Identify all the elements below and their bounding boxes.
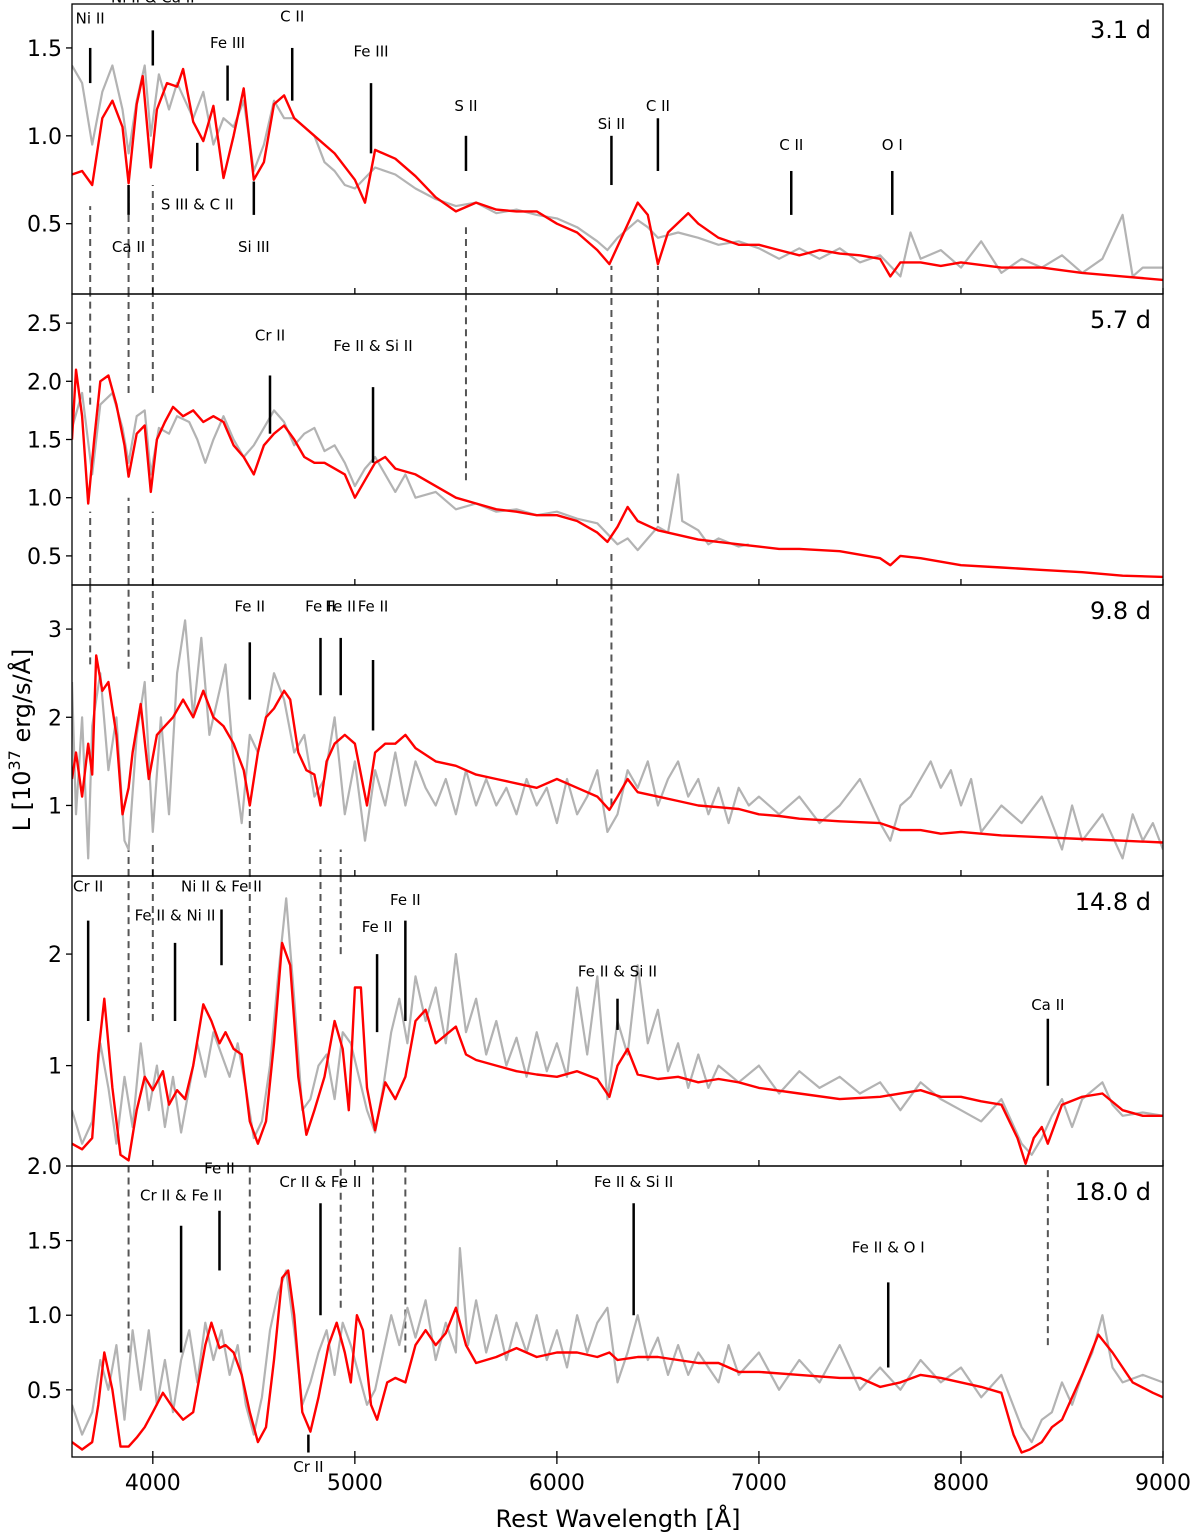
panel-5: Cr II & Fe II Fe II Cr II & Fe II Fe II & S… <box>27 1155 1164 1476</box>
x-tick-label: 5000 <box>327 1471 383 1496</box>
y-tick-label: 1.0 <box>27 487 62 512</box>
line-id-label: Fe II <box>234 597 265 615</box>
panel-frame <box>71 1165 1164 1458</box>
y-tick-label: 1 <box>48 1055 62 1080</box>
model-spectrum <box>72 654 1163 844</box>
y-axis-label-main: L [10 <box>8 770 36 831</box>
panel-1: Ni II Ni II & Ca II Fe III C II Fe III S II Si… <box>27 0 1164 295</box>
panel-plot-area <box>72 64 1163 294</box>
panel-2: Cr II Fe II & Si II 0.5 1.0 1.5 2.0 2.5 5.7 d <box>27 293 1164 586</box>
y-tick-label: 2.0 <box>27 1155 62 1180</box>
line-id-label: Ca II <box>1031 996 1064 1014</box>
line-id-label: Fe II <box>305 597 336 615</box>
line-id-label: Si II <box>598 115 625 133</box>
panel-plot-area <box>72 294 1163 585</box>
panel-epoch-label: 9.8 d <box>1090 597 1151 625</box>
x-tick-label: 9000 <box>1135 1471 1191 1496</box>
x-axis-label: Rest Wavelength [Å] <box>495 1504 740 1533</box>
line-id-label: Cr II <box>255 327 285 345</box>
line-id-label: Fe II & Si II <box>594 1173 673 1191</box>
y-axis-label: L [1037 erg/s/Å] <box>5 649 36 832</box>
observed-spectrum <box>72 1247 1163 1444</box>
panel-plot-area <box>72 1166 1163 1454</box>
line-id-label: Cr II <box>293 1458 323 1476</box>
line-id-label: O I <box>882 136 903 154</box>
y-tick-label: 1.5 <box>27 37 62 62</box>
line-id-label: C II <box>280 8 304 26</box>
line-id-label: Si III <box>238 238 270 256</box>
y-tick-label: 2 <box>48 706 62 731</box>
y-axis-label-units: erg/s/Å] <box>7 649 36 751</box>
model-spectrum <box>72 1269 1163 1454</box>
x-axis: 4000 5000 6000 7000 8000 9000 <box>125 1457 1191 1496</box>
y-tick-label: 1.5 <box>27 429 62 454</box>
x-tick-label: 6000 <box>529 1471 585 1496</box>
line-id-label: C II <box>779 136 803 154</box>
line-id-label: Fe II & O I <box>852 1239 925 1257</box>
line-id-label: Fe II <box>362 918 393 936</box>
line-id-label: Fe II <box>358 597 389 615</box>
line-id-label: Fe III <box>353 43 388 61</box>
x-tick-label: 8000 <box>933 1471 989 1496</box>
panel-frame <box>71 584 1164 877</box>
line-id-label: S III & C II <box>161 196 234 214</box>
y-tick-label: 3 <box>48 618 62 643</box>
line-id-label: Fe III <box>210 34 245 52</box>
line-id-label: S II <box>454 97 477 115</box>
y-tick-label: 0.5 <box>27 545 62 570</box>
line-id-label: Fe II & Ni II <box>135 907 216 925</box>
x-tick-label: 7000 <box>731 1471 787 1496</box>
panel-plot-area <box>72 876 1163 1165</box>
y-tick-label: 2 <box>48 943 62 968</box>
y-tick-label: 2.0 <box>27 370 62 395</box>
panel-4: Cr II Fe II & Ni II Ni II & Fe II Fe II Fe I… <box>48 875 1164 1167</box>
y-tick-label: 0.5 <box>27 1379 62 1404</box>
line-id-label: Ni II & Ca II <box>111 0 195 6</box>
line-id-label: Fe II <box>204 1159 235 1177</box>
line-id-label: Ni II <box>76 9 105 27</box>
y-tick-label: 1.0 <box>27 1304 62 1329</box>
y-axis-label-exponent: 37 <box>5 750 24 770</box>
panel-plot-area <box>72 585 1163 876</box>
panels: Ni II Ni II & Ca II Fe III C II Fe III S II Si… <box>27 0 1164 1476</box>
y-tick-label: 1 <box>48 794 62 819</box>
observed-spectrum <box>72 619 1163 860</box>
panel-epoch-label: 5.7 d <box>1090 306 1151 334</box>
y-tick-label: 2.5 <box>27 312 62 337</box>
line-id-label: Fe II <box>390 891 421 909</box>
line-id-label: Ca II <box>112 238 145 256</box>
model-spectrum <box>72 368 1163 579</box>
line-id-label: Cr II & Fe II <box>140 1186 222 1204</box>
line-id-label: Cr II & Fe II <box>279 1173 361 1191</box>
panel-frame <box>71 293 1164 586</box>
y-tick-label: 0.5 <box>27 213 62 238</box>
line-id-label: Cr II <box>73 878 103 896</box>
line-id-label: C II <box>646 97 670 115</box>
line-id-label: Fe II & Si II <box>578 962 657 980</box>
model-spectrum <box>72 67 1163 282</box>
line-id-label: Fe II & Si II <box>333 337 412 355</box>
line-id-label: Fe II <box>325 597 356 615</box>
panel-epoch-label: 14.8 d <box>1075 888 1151 916</box>
model-spectrum <box>72 941 1163 1165</box>
panel-epoch-label: 3.1 d <box>1090 16 1151 44</box>
y-tick-label: 1.5 <box>27 1230 62 1255</box>
x-tick-label: 4000 <box>125 1471 181 1496</box>
panel-epoch-label: 18.0 d <box>1075 1178 1151 1206</box>
line-id-label: Ni II & Fe II <box>181 878 262 896</box>
y-tick-label: 1.0 <box>27 125 62 150</box>
